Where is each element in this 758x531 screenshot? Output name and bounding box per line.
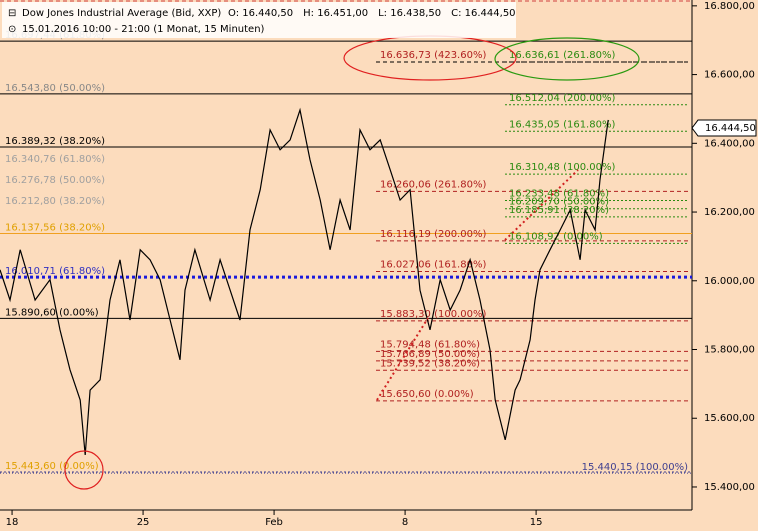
fib-label: 16.209,70 (50.00%) xyxy=(509,197,609,208)
x-tick-label: 15 xyxy=(530,517,543,528)
x-tick-label: 18 xyxy=(6,517,19,528)
last-price-box xyxy=(691,119,757,137)
level-label: 15.443,60 (0.00%) xyxy=(5,461,99,472)
x-tick-label: Feb xyxy=(265,517,283,528)
x-tick-label: 25 xyxy=(137,517,150,528)
header-values: O: 16.440,50 H: 16.451,00 L: 16.438,50 C: 1… xyxy=(228,8,516,19)
fib-label: 16.108,92 (0.00%) xyxy=(509,231,603,242)
header-box xyxy=(2,2,516,38)
last-price-label: 16.444,50 xyxy=(705,123,756,134)
fib-label: 16.636,73 (423.60%) xyxy=(380,50,486,61)
faded-label: 16.276,78 (50.00%) xyxy=(5,175,105,186)
y-tick-label: 16.000,00 xyxy=(704,276,755,287)
level-label: 16.010,71 (61.80%) xyxy=(5,266,105,277)
level-label: 16.137,56 (38.20%) xyxy=(5,223,105,234)
y-tick-label: 16.800,00 xyxy=(704,1,755,12)
fib-label: 16.310,48 (100.00%) xyxy=(509,162,615,173)
y-tick-label: 16.400,00 xyxy=(704,138,755,149)
price-line xyxy=(0,107,609,456)
level-label: 15.890,60 (0.00%) xyxy=(5,307,99,318)
y-tick-label: 15.600,00 xyxy=(704,413,755,424)
level-label: 16.389,32 (38.20%) xyxy=(5,136,105,147)
highlight-ellipse xyxy=(494,37,640,81)
faded-label: 16.212,80 (38.20%) xyxy=(5,196,105,207)
fib-label: 15.794,48 (61.80%) xyxy=(380,339,480,350)
fib-label: 16.260,06 (261.80%) xyxy=(380,179,486,190)
fib-label: 15.650,60 (0.00%) xyxy=(380,389,474,400)
level-label: 16.543,80 (50.00%) xyxy=(5,83,105,94)
y-tick-label: 16.200,00 xyxy=(704,207,755,218)
highlight-circle xyxy=(64,450,104,490)
fib-label: 16.185,91 (38.20%) xyxy=(509,205,609,216)
level-label: 15.440,15 (100.00%) xyxy=(582,462,688,473)
header-value: O: 16.440,50 xyxy=(228,8,293,19)
fib-label: 16.636,61 (261.80%) xyxy=(509,50,615,61)
fib-label: 16.435,05 (161.80%) xyxy=(509,119,615,130)
fib-label: 16.116,19 (200.00%) xyxy=(380,229,486,240)
header-value: H: 16.451,00 xyxy=(303,8,368,19)
faded-label: 16.340,76 (61.80%) xyxy=(5,154,105,165)
fib-label: 16.512,04 (200.00%) xyxy=(509,93,615,104)
chart-title: Dow Jones Industrial Average (Bid, XXP) xyxy=(22,8,221,19)
header-icon: ⊟ xyxy=(8,8,16,19)
chart-subtitle: 15.01.2016 10:00 - 21:00 (1 Monat, 15 Mi… xyxy=(22,24,265,35)
header-value: L: 16.438,50 xyxy=(378,8,441,19)
header-icon: ⊙ xyxy=(8,24,16,35)
header-value: C: 16.444,50 xyxy=(451,8,515,19)
fib-label: 16.233,48 (61.80%) xyxy=(509,189,609,200)
trend-line xyxy=(376,317,429,401)
fib-label: 15.766,89 (50.00%) xyxy=(380,349,480,360)
trend-line xyxy=(504,169,579,241)
fib-label: 16.027,06 (161.80%) xyxy=(380,259,486,270)
fib-label: 15.739,52 (38.20%) xyxy=(380,358,480,369)
y-tick-label: 16.600,00 xyxy=(704,70,755,81)
y-tick-label: 15.400,00 xyxy=(704,482,755,493)
y-tick-label: 15.800,00 xyxy=(704,345,755,356)
x-tick-label: 8 xyxy=(402,517,408,528)
